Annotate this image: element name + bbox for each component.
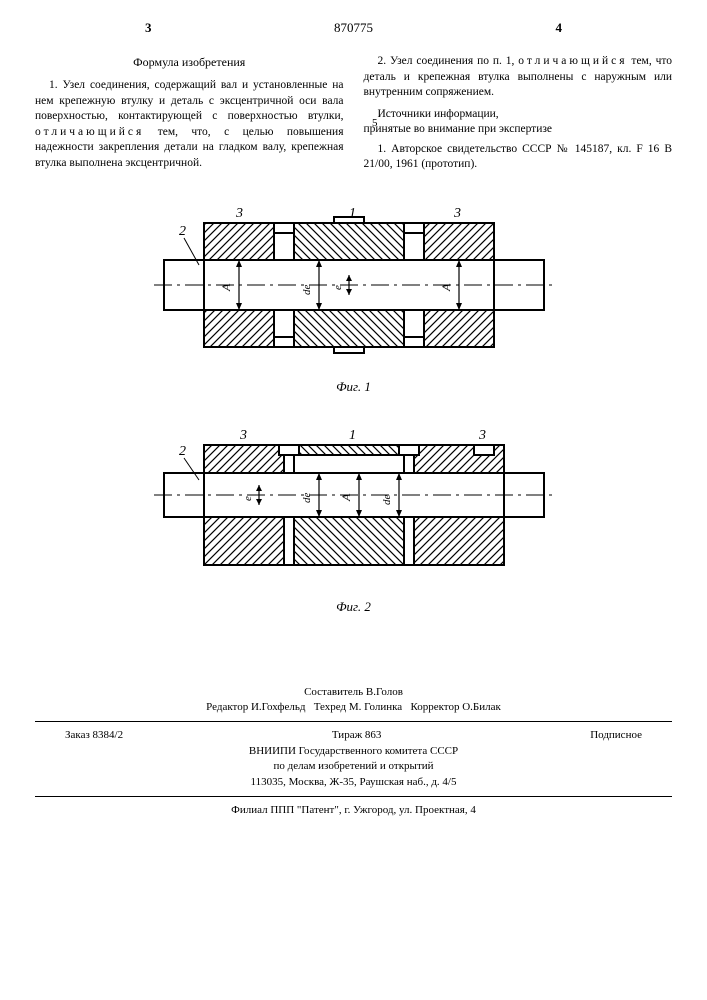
ref-3: 3 xyxy=(235,206,243,221)
fig2-caption: Фиг. 2 xyxy=(144,599,564,615)
divider-1 xyxy=(35,721,672,722)
figure-1: 2 3 1 3 A de e A Фиг. 1 xyxy=(144,205,564,395)
page-num-right: 4 xyxy=(556,20,563,36)
svg-text:1: 1 xyxy=(349,428,356,443)
address: 113035, Москва, Ж-35, Раушская наб., д. … xyxy=(35,775,672,790)
page-num-left: 3 xyxy=(145,20,152,36)
svg-text:A: A xyxy=(339,493,353,502)
svg-text:3: 3 xyxy=(478,428,486,443)
right-column: 2. Узел соединения по п. 1, отличающийся… xyxy=(364,54,673,177)
source-1: 1. Авторское свидетельство СССР № 145187… xyxy=(364,142,673,173)
margin-mark: 5 xyxy=(372,117,378,129)
compiler: Составитель В.Голов xyxy=(35,685,672,700)
sources-heading: Источники информации, принятые во вниман… xyxy=(364,107,673,138)
svg-text:de: de xyxy=(381,494,393,505)
order-line: Заказ 8384/2 Тираж 863 Подписное xyxy=(35,728,672,743)
claim-2: 2. Узел соединения по п. 1, отличающийся… xyxy=(364,54,673,101)
svg-text:de: de xyxy=(301,492,313,503)
svg-text:2: 2 xyxy=(179,444,186,459)
left-column: Формула изобретения 1. Узел соединения, … xyxy=(35,54,344,177)
svg-text:3: 3 xyxy=(239,428,247,443)
org-line-2: по делам изобретений и открытий xyxy=(35,759,672,774)
document-number: 870775 xyxy=(334,20,373,36)
svg-text:A: A xyxy=(439,283,453,292)
figures-block: 2 3 1 3 A de e A Фиг. 1 xyxy=(35,205,672,615)
svg-text:A: A xyxy=(219,283,233,292)
imprint-block: Составитель В.Голов Редактор И.Гохфельд … xyxy=(35,685,672,819)
ref-3b: 3 xyxy=(453,206,461,221)
credits-line: Редактор И.Гохфельд Техред М. Голинка Ко… xyxy=(35,700,672,715)
two-column-text: Формула изобретения 1. Узел соединения, … xyxy=(35,54,672,177)
svg-text:e: e xyxy=(332,285,344,290)
org-line-1: ВНИИПИ Государственного комитета СССР xyxy=(35,744,672,759)
figure-2: 2 3 1 3 e de A de Фиг. 2 xyxy=(144,425,564,615)
ref-2: 2 xyxy=(179,224,186,239)
fig1-caption: Фиг. 1 xyxy=(144,379,564,395)
claims-heading: Формула изобретения xyxy=(35,54,344,70)
branch: Филиал ППП "Патент", г. Ужгород, ул. Про… xyxy=(35,803,672,818)
svg-text:de: de xyxy=(301,284,313,295)
claim-1: 1. Узел соединения, содержащий вал и уст… xyxy=(35,78,344,171)
divider-2 xyxy=(35,796,672,797)
ref-1: 1 xyxy=(349,206,356,221)
svg-text:e: e xyxy=(242,496,254,501)
